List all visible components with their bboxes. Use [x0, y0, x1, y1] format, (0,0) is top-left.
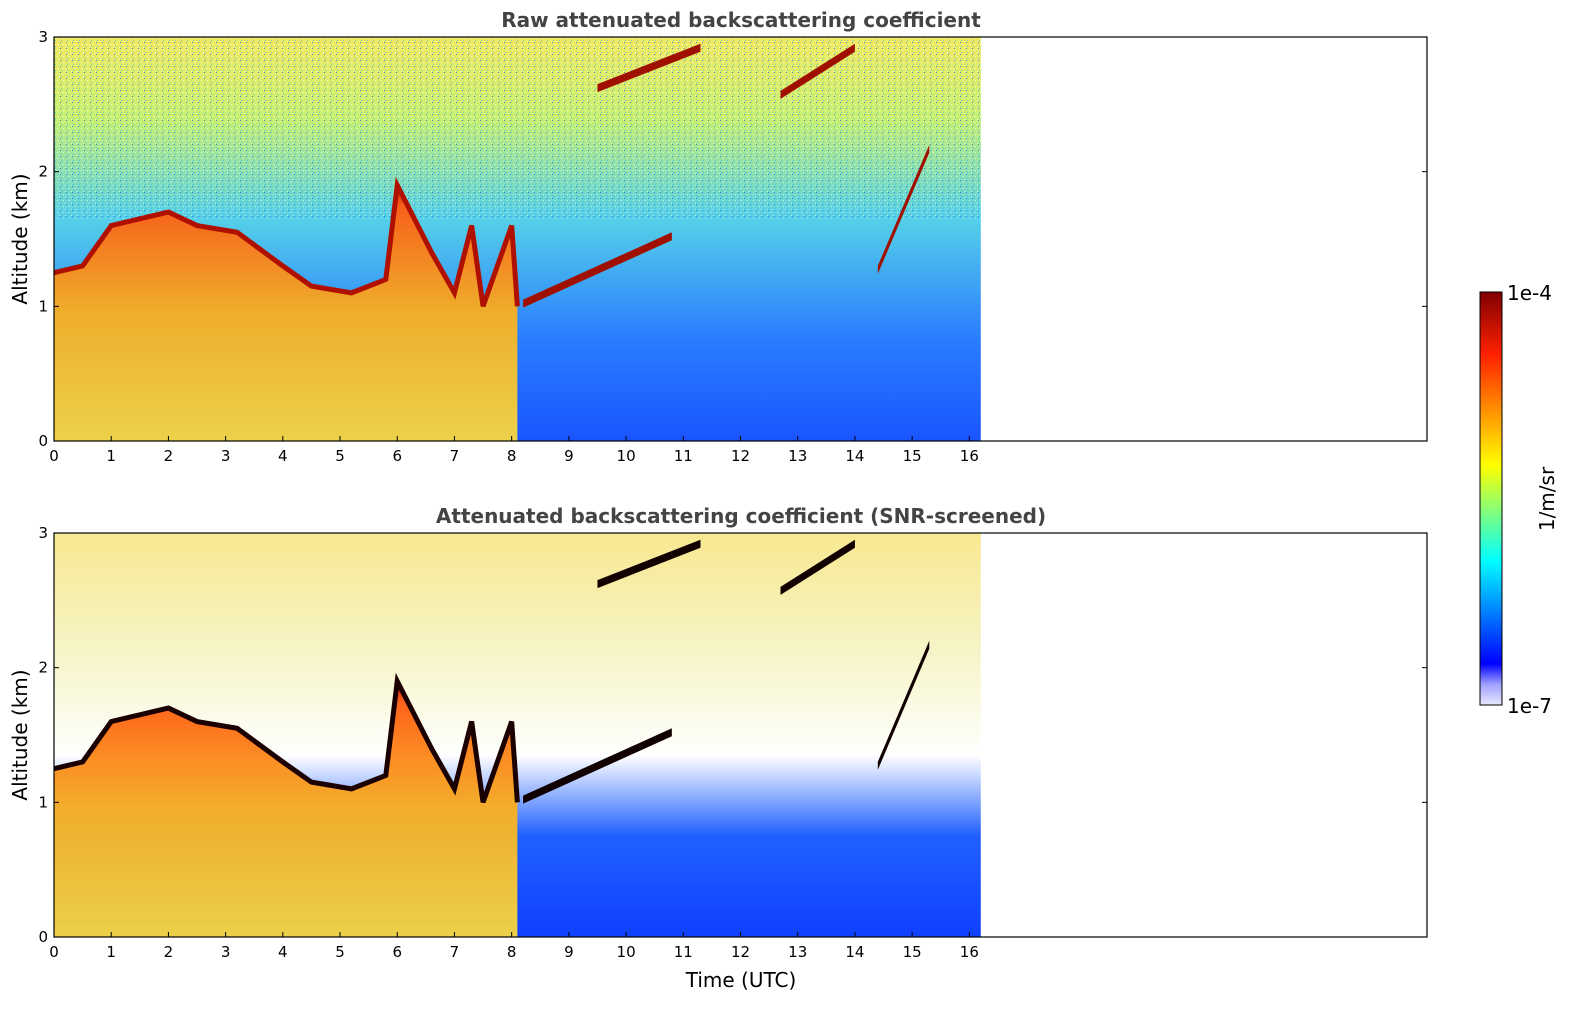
x-tick-label: 7: [450, 943, 460, 961]
cloud-layer: [877, 640, 930, 770]
x-tick-label: 13: [788, 943, 807, 961]
x-tick-label: 1: [106, 943, 116, 961]
x-tick-label: 14: [845, 447, 864, 465]
x-tick-label: 12: [731, 447, 750, 465]
colorbar-unit-label: 1/m/sr: [1535, 466, 1559, 531]
boundary-layer-top: [53, 176, 520, 308]
chart-title: Attenuated backscattering coefficient (S…: [436, 504, 1046, 528]
chart-title: Raw attenuated backscattering coefficien…: [501, 8, 981, 32]
y-tick-label: 3: [38, 28, 48, 46]
y-tick-label: 0: [38, 928, 48, 946]
x-tick-label: 11: [674, 447, 693, 465]
y-axis-label: Altitude (km): [8, 669, 32, 800]
x-tick-label: 10: [617, 447, 636, 465]
x-tick-label: 16: [960, 447, 979, 465]
cloud-layer: [523, 232, 672, 308]
x-tick-label: 13: [788, 447, 807, 465]
x-tick-label: 9: [564, 447, 574, 465]
x-tick-label: 5: [335, 943, 345, 961]
raw-backscatter-panel: Raw attenuated backscattering coefficien…: [8, 8, 1428, 465]
x-tick-label: 2: [164, 943, 174, 961]
x-tick-label: 10: [617, 943, 636, 961]
colorbar-min-label: 1e-7: [1507, 694, 1552, 718]
x-tick-label: 7: [450, 447, 460, 465]
x-tick-label: 6: [392, 447, 402, 465]
backscatter-heatmap: [53, 37, 981, 441]
noise-overlay: [54, 37, 981, 219]
y-tick-label: 1: [38, 297, 48, 315]
colorbar-gradient: [1479, 291, 1503, 706]
x-tick-label: 11: [674, 943, 693, 961]
cloud-layer: [597, 43, 701, 93]
snr-screened-panel: Attenuated backscattering coefficient (S…: [8, 504, 1428, 992]
boundary-layer-top: [53, 672, 520, 804]
x-tick-label: 8: [507, 447, 517, 465]
cloud-layer: [780, 539, 855, 595]
y-axis: 0 1 2 3: [38, 28, 1427, 450]
x-tick-label: 0: [49, 447, 59, 465]
x-tick-label: 3: [221, 943, 231, 961]
x-tick-label: 8: [507, 943, 517, 961]
x-tick-label: 15: [903, 943, 922, 961]
x-axis-label: Time (UTC): [685, 968, 797, 992]
x-tick-label: 1: [106, 447, 116, 465]
colorbar: 1e-4 1e-7 1/m/sr: [1479, 281, 1559, 718]
x-tick-label: 6: [392, 943, 402, 961]
cloud-layer: [523, 728, 672, 804]
y-axis: 0 1 2 3: [38, 524, 1427, 946]
cloud-layer: [780, 43, 855, 99]
y-axis-label: Altitude (km): [8, 173, 32, 304]
cloud-layer: [877, 144, 930, 274]
y-tick-label: 1: [38, 793, 48, 811]
backscatter-heatmap: [53, 533, 981, 937]
x-tick-label: 16: [960, 943, 979, 961]
x-tick-label: 0: [49, 943, 59, 961]
x-tick-label: 3: [221, 447, 231, 465]
x-tick-label: 4: [278, 943, 288, 961]
x-axis: 0 1 2 3 4 5 6 7 8 9 10 11 12 13 14 15 16: [49, 436, 979, 465]
y-tick-label: 0: [38, 432, 48, 450]
x-tick-label: 9: [564, 943, 574, 961]
y-tick-label: 3: [38, 524, 48, 542]
boundary-layer: [54, 681, 518, 937]
x-tick-label: 15: [903, 447, 922, 465]
x-tick-label: 4: [278, 447, 288, 465]
cloud-layer: [597, 539, 701, 589]
x-tick-label: 2: [164, 447, 174, 465]
x-tick-label: 14: [845, 943, 864, 961]
x-tick-label: 12: [731, 943, 750, 961]
boundary-layer: [54, 185, 518, 441]
y-tick-label: 2: [38, 659, 48, 677]
x-axis: 0 1 2 3 4 5 6 7 8 9 10 11 12 13 14 15 16: [49, 932, 979, 961]
colorbar-max-label: 1e-4: [1507, 281, 1552, 305]
x-tick-label: 5: [335, 447, 345, 465]
y-tick-label: 2: [38, 163, 48, 181]
